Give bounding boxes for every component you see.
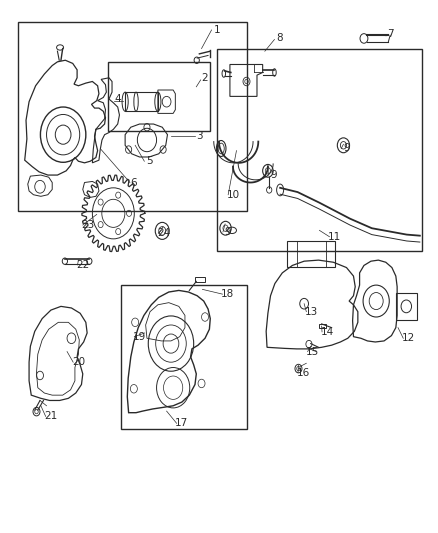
Bar [217, 49, 422, 251]
Bar [287, 241, 335, 266]
Text: 22: 22 [76, 260, 89, 270]
Bar [125, 92, 158, 111]
Text: 6: 6 [131, 177, 137, 188]
Text: 4: 4 [114, 94, 120, 104]
Text: 13: 13 [305, 306, 318, 317]
Text: 5: 5 [146, 156, 152, 166]
Text: 11: 11 [328, 232, 341, 242]
Text: 8: 8 [276, 33, 283, 43]
Bar [396, 293, 417, 320]
Bar [195, 277, 205, 282]
Text: 7: 7 [387, 29, 394, 39]
Text: 14: 14 [321, 327, 334, 337]
Text: 9: 9 [344, 143, 350, 154]
Text: 21: 21 [44, 411, 57, 422]
Bar [108, 62, 210, 131]
Text: 15: 15 [306, 346, 319, 357]
Text: 3: 3 [196, 131, 203, 141]
Text: 12: 12 [402, 333, 416, 343]
Text: 9: 9 [224, 227, 231, 237]
Text: 17: 17 [175, 418, 188, 429]
Text: 10: 10 [226, 190, 240, 200]
Text: 23: 23 [81, 220, 95, 230]
Bar [318, 324, 326, 328]
Text: 9: 9 [270, 170, 277, 180]
Text: 16: 16 [297, 368, 310, 378]
Text: 18: 18 [221, 289, 234, 299]
Bar [121, 285, 247, 429]
Text: 2: 2 [202, 73, 208, 83]
Bar [18, 22, 247, 211]
Text: 19: 19 [133, 332, 146, 342]
Text: 24: 24 [157, 228, 170, 238]
Text: 1: 1 [213, 25, 220, 35]
Text: 20: 20 [72, 357, 85, 367]
